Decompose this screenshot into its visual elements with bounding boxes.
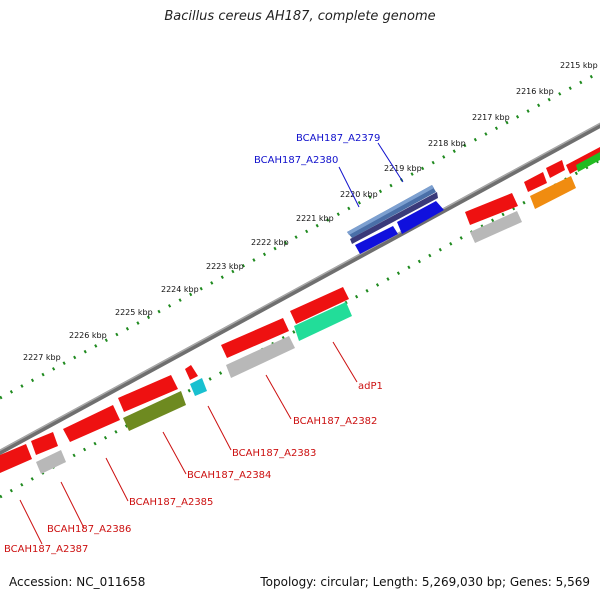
scale-label: 2226 kbp — [69, 331, 107, 340]
map-title: Bacillus cereus AH187, complete genome — [164, 9, 436, 24]
scale-label: 2223 kbp — [206, 262, 244, 271]
label-bcah187-a2386[interactable]: BCAH187_A2386 — [47, 524, 131, 535]
gene-red-arrow[interactable] — [465, 193, 518, 225]
gene-gray-arrow[interactable] — [470, 211, 522, 243]
leader-a2385 — [105, 457, 129, 502]
gene-red-arrow[interactable] — [221, 318, 289, 358]
scale-labels: 2215 kbp 2216 kbp 2217 kbp 2218 kbp 2219… — [23, 61, 598, 362]
outer-scale-dots — [0, 70, 600, 400]
label-bcah187-a2379[interactable]: BCAH187_A2379 — [296, 133, 380, 144]
label-bcah187-a2382[interactable]: BCAH187_A2382 — [293, 416, 377, 427]
minus-strand-genes — [0, 147, 600, 474]
gene-red-arrow[interactable] — [566, 147, 600, 174]
genome-backbone — [0, 122, 600, 456]
gene-red-arrow[interactable] — [118, 375, 178, 412]
label-bcah187-a2380[interactable]: BCAH187_A2380 — [254, 155, 338, 166]
label-adp1[interactable]: adP1 — [358, 381, 383, 392]
gene-bcah187-a2385[interactable] — [63, 405, 120, 442]
gene-red-arrow[interactable] — [31, 432, 58, 455]
gene-bcah187-a2387[interactable] — [0, 444, 32, 473]
scale-label: 2221 kbp — [296, 214, 334, 223]
gene-red-arrow[interactable] — [524, 172, 547, 192]
topology-text: Topology: circular; Length: 5,269,030 bp… — [260, 575, 590, 589]
leader-a2384 — [162, 431, 187, 475]
leader-a2387 — [19, 499, 43, 545]
genome-backbone-highlight — [0, 122, 600, 452]
accession-text: Accession: NC_011658 — [9, 575, 146, 589]
leader-a2386 — [60, 481, 85, 529]
scale-label: 2222 kbp — [251, 238, 289, 247]
gene-orange-arrow[interactable] — [530, 176, 576, 209]
label-leaders — [19, 142, 404, 545]
gene-blue-arrow[interactable] — [355, 226, 398, 254]
gene-adp1[interactable] — [294, 302, 352, 341]
gene-blue-arrow[interactable] — [397, 201, 444, 234]
leader-a2380 — [338, 166, 360, 208]
gene-highlight — [347, 185, 434, 235]
gene-bcah187-a2386[interactable] — [36, 450, 66, 474]
leader-a2383 — [207, 405, 232, 451]
label-bcah187-a2387[interactable]: BCAH187_A2387 — [4, 544, 88, 555]
scale-label: 2216 kbp — [516, 87, 554, 96]
label-bcah187-a2385[interactable]: BCAH187_A2385 — [129, 497, 213, 508]
gene-red-arrow[interactable] — [290, 287, 349, 324]
scale-label: 2220 kbp — [340, 190, 378, 199]
gene-bcah187-a2383[interactable] — [190, 378, 207, 396]
gene-bcah187-a2380[interactable] — [350, 192, 438, 244]
scale-label: 2219 kbp — [384, 164, 422, 173]
leader-a2382 — [265, 374, 292, 420]
scale-label: 2218 kbp — [428, 139, 466, 148]
gene-labels: BCAH187_A2379 BCAH187_A2380 adP1 BCAH187… — [4, 133, 383, 555]
gene-bcah187-a2384[interactable] — [123, 391, 186, 431]
gene-green-arrow[interactable] — [576, 152, 600, 172]
scale-label: 2227 kbp — [23, 353, 61, 362]
gene-red-arrow[interactable] — [546, 160, 565, 178]
scale-label: 2215 kbp — [560, 61, 598, 70]
outer-scale — [0, 70, 600, 400]
scale-label: 2217 kbp — [472, 113, 510, 122]
scale-label: 2225 kbp — [115, 308, 153, 317]
gene-small-red[interactable] — [185, 365, 198, 380]
leader-a2379 — [377, 142, 404, 183]
plus-strand-genes — [347, 185, 438, 244]
scale-label: 2224 kbp — [161, 285, 199, 294]
label-bcah187-a2384[interactable]: BCAH187_A2384 — [187, 470, 271, 481]
leader-adp1 — [332, 341, 358, 383]
label-bcah187-a2383[interactable]: BCAH187_A2383 — [232, 448, 316, 459]
gene-bcah187-a2382[interactable] — [226, 336, 295, 378]
